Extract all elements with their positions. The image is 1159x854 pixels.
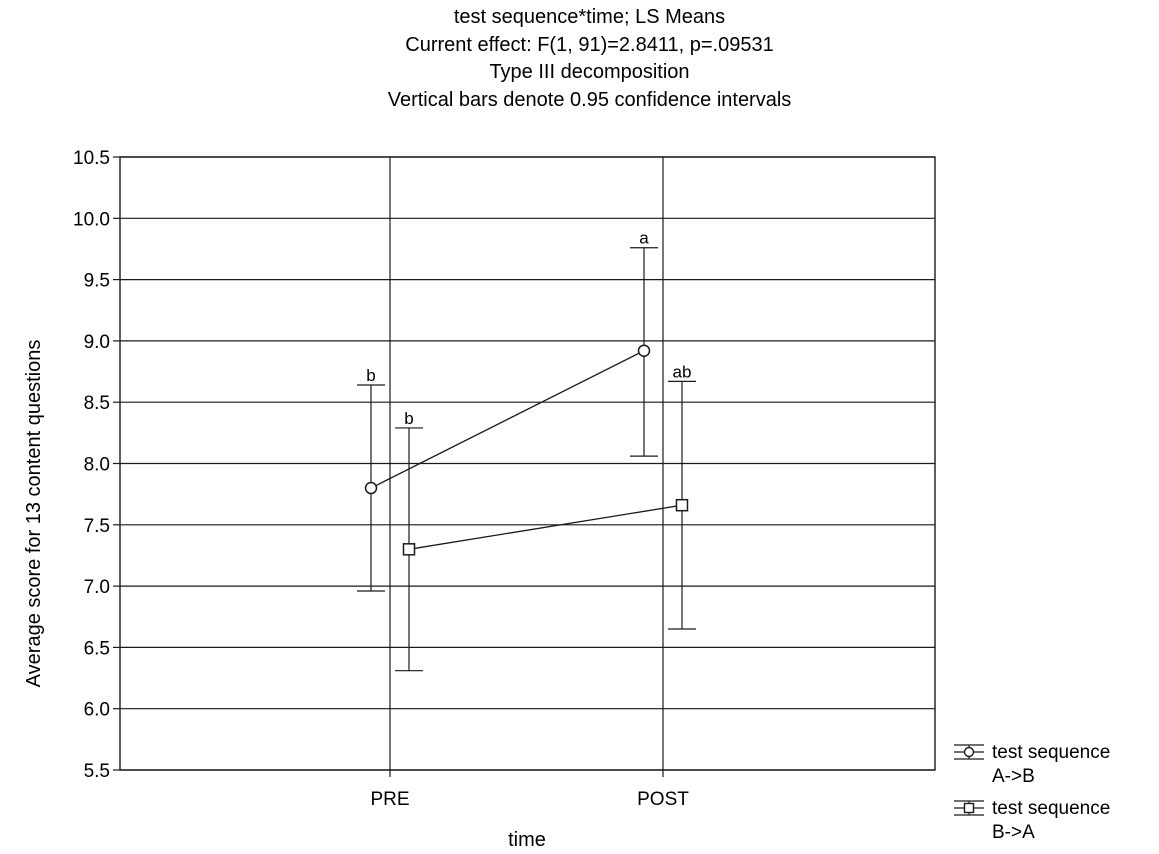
chart-subtitle-decomposition: Type III decomposition bbox=[489, 61, 690, 83]
chart-title-block: test sequence*time; LS Means Current eff… bbox=[0, 4, 1159, 114]
legend-label: test sequence bbox=[992, 742, 1110, 763]
data-point-square bbox=[675, 498, 689, 512]
y-tick-label: 7.0 bbox=[84, 577, 110, 598]
series-line bbox=[370, 350, 645, 489]
data-point-circle bbox=[364, 481, 378, 495]
plot-frame bbox=[119, 156, 936, 771]
y-tick-label: 10.5 bbox=[73, 148, 110, 169]
legend-label-sub: B->A bbox=[992, 822, 1035, 843]
x-tick-label: POST bbox=[637, 789, 689, 810]
legend-marker-circle bbox=[963, 746, 975, 758]
chart-subtitle-effect: Current effect: F(1, 91)=2.8411, p=.0953… bbox=[405, 33, 774, 56]
legend-marker-square bbox=[963, 802, 975, 814]
significance-letter: b bbox=[366, 366, 375, 385]
x-tick-label: PRE bbox=[370, 789, 409, 810]
significance-letter: ab bbox=[673, 362, 692, 381]
y-axis-title: Average score for 13 content questions bbox=[23, 340, 45, 688]
y-tick-label: 8.0 bbox=[84, 455, 110, 476]
y-tick-label: 9.5 bbox=[84, 271, 110, 292]
y-tick-label: 5.5 bbox=[84, 761, 110, 782]
y-tick-label: 9.0 bbox=[84, 332, 110, 353]
significance-letter: a bbox=[639, 229, 649, 248]
chart-subtitle-ci-note: Vertical bars denote 0.95 confidence int… bbox=[387, 88, 792, 111]
data-point-circle bbox=[637, 344, 651, 357]
legend-label: test sequence bbox=[992, 798, 1110, 819]
y-tick-label: 8.5 bbox=[84, 393, 110, 414]
y-tick-label: 6.5 bbox=[84, 638, 110, 659]
chart-title: test sequence*time; LS Means bbox=[453, 6, 726, 28]
data-point-square bbox=[402, 543, 416, 556]
y-tick-label: 10.0 bbox=[73, 209, 110, 230]
y-tick-label: 7.5 bbox=[84, 516, 110, 537]
significance-letter: b bbox=[404, 409, 413, 428]
y-tick-label: 6.0 bbox=[84, 700, 110, 721]
series-line bbox=[408, 504, 683, 550]
legend-label-sub: A->B bbox=[992, 766, 1035, 787]
x-axis-title: time bbox=[508, 829, 546, 851]
